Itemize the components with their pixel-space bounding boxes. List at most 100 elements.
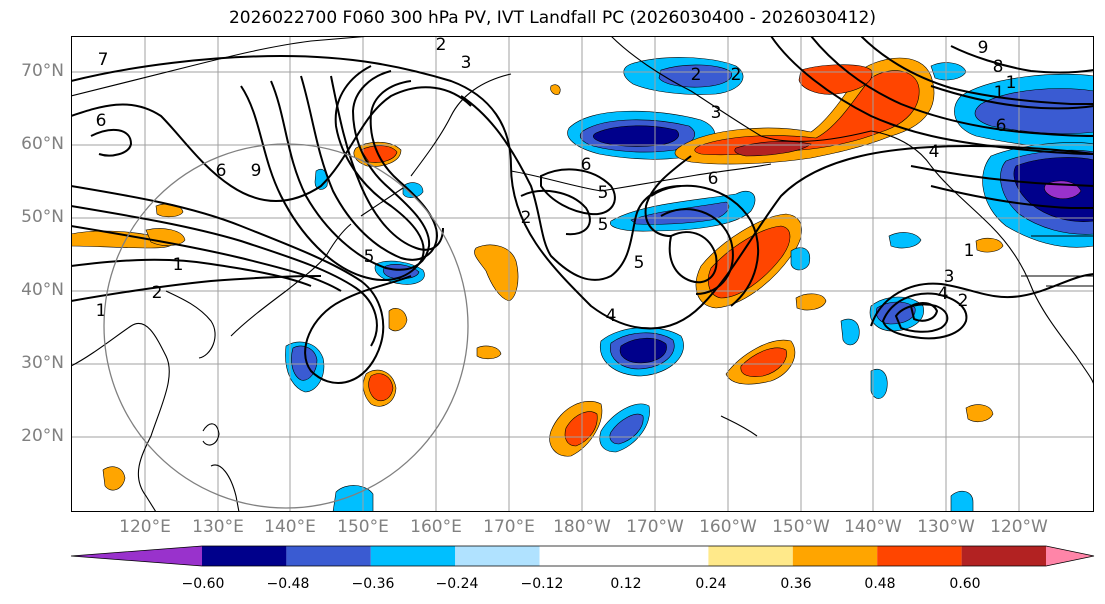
colorbar-tick: −0.48	[266, 576, 310, 592]
negative-anomaly	[314, 168, 328, 190]
colorbar-bin	[877, 546, 962, 566]
contour-label: 9	[978, 38, 989, 58]
contour-label: 6	[96, 111, 107, 131]
negative-anomaly	[840, 318, 860, 346]
positive-anomaly	[795, 293, 827, 311]
contour-label: 1	[1006, 73, 1017, 93]
negative-anomaly	[790, 247, 811, 271]
asia-coast	[71, 36, 372, 97]
hawaii	[720, 415, 758, 437]
colorbar-bin	[202, 546, 287, 566]
contour-label: 6	[996, 116, 1007, 136]
contour-label: 5	[634, 253, 645, 273]
colorbar-tick: 0.12	[610, 576, 642, 592]
contour-label: 1	[96, 301, 107, 321]
positive-anomaly	[388, 308, 408, 332]
lon-label: 170°W	[626, 517, 684, 537]
negative-anomaly	[950, 490, 974, 512]
lon-label: 160°E	[410, 517, 462, 537]
colorbar-tick: 0.36	[780, 576, 812, 592]
colorbar-tick: 0.48	[864, 576, 896, 592]
positive-anomaly	[476, 345, 502, 360]
lon-label: 150°E	[337, 517, 389, 537]
north-america-coast	[990, 225, 1094, 387]
colorbar-bin	[961, 546, 1046, 566]
philippines	[210, 464, 240, 512]
positive-anomaly	[975, 237, 1004, 253]
positive-anomaly	[694, 70, 920, 156]
figure-title: 2026022700 F060 300 hPa PV, IVT Landfall…	[228, 8, 876, 28]
contour-label: 8	[993, 57, 1004, 77]
lat-label: 30°N	[21, 353, 64, 373]
contour-label: 2	[152, 283, 163, 303]
graticule	[71, 36, 1094, 512]
colorbar	[70, 545, 1095, 567]
colorbar-bin	[286, 546, 371, 566]
lat-label: 40°N	[21, 280, 64, 300]
contour-label: 1	[173, 255, 184, 275]
negative-anomaly	[974, 88, 1094, 134]
colorbar-tick: −0.24	[435, 576, 479, 592]
lon-label: 170°E	[483, 517, 535, 537]
lon-label: 130°E	[192, 517, 244, 537]
landfall-region-circle	[103, 143, 469, 509]
contour-label: 5	[364, 247, 375, 267]
alaska-coast	[610, 36, 992, 227]
contour-label: 1	[964, 241, 975, 261]
negative-anomaly	[888, 232, 922, 249]
lon-label: 140°W	[844, 517, 902, 537]
colorbar-bin	[1046, 546, 1094, 566]
contour-label: 6	[708, 169, 719, 189]
negative-anomaly	[658, 64, 732, 88]
lon-label: 180°W	[553, 517, 611, 537]
contour-label: 2	[521, 208, 532, 228]
contour-label: 5	[598, 215, 609, 235]
contour-label: 3	[461, 53, 472, 73]
contour-label: 4	[606, 306, 617, 326]
colorbar-bin	[708, 546, 793, 566]
lat-label: 60°N	[21, 134, 64, 154]
contour-label: 2	[691, 65, 702, 85]
positive-anomaly	[965, 404, 994, 423]
colorbar-tick: −0.36	[351, 576, 395, 592]
aleutians	[510, 163, 772, 192]
colorbar-tick: −0.12	[520, 576, 564, 592]
lat-label: 20°N	[21, 426, 64, 446]
lat-label: 50°N	[21, 207, 64, 227]
positive-anomaly	[102, 466, 126, 491]
pv-contours	[71, 36, 1094, 384]
colorbar-bin	[792, 546, 878, 566]
lon-label: 160°W	[699, 517, 757, 537]
colorbar-tick: 0.60	[949, 576, 981, 592]
colorbar-outline	[70, 545, 1095, 567]
colorbar-bin	[455, 546, 540, 566]
taiwan	[202, 423, 220, 446]
colorbar-bin	[539, 546, 709, 566]
contour-label: 4	[938, 284, 949, 304]
contour-label: 5	[598, 183, 609, 203]
contour-label: 2	[958, 291, 969, 311]
colorbar-bin	[71, 546, 202, 566]
colorbar-bin	[370, 546, 456, 566]
contour-label: 1	[994, 83, 1005, 103]
contour-label: 6	[216, 161, 227, 181]
colorbar-tick: −0.60	[181, 576, 225, 592]
kamchatka	[410, 73, 512, 177]
positive-anomaly	[550, 84, 561, 95]
lon-label: 150°W	[772, 517, 830, 537]
contour-label: 2	[731, 65, 742, 85]
contour-label: 9	[251, 161, 262, 181]
contour-label: 2	[436, 36, 447, 55]
contour-label: 3	[711, 103, 722, 123]
contour-label: 4	[929, 142, 940, 162]
asia-coast	[71, 323, 170, 512]
contour-label: 7	[98, 50, 109, 70]
lon-label: 120°W	[990, 517, 1048, 537]
map-frame	[71, 36, 1094, 512]
lon-label: 120°E	[119, 517, 171, 537]
positive-anomaly	[368, 373, 394, 401]
positive-anomaly	[740, 347, 787, 377]
contour-label: 3	[944, 267, 955, 287]
negative-anomaly	[402, 182, 424, 198]
